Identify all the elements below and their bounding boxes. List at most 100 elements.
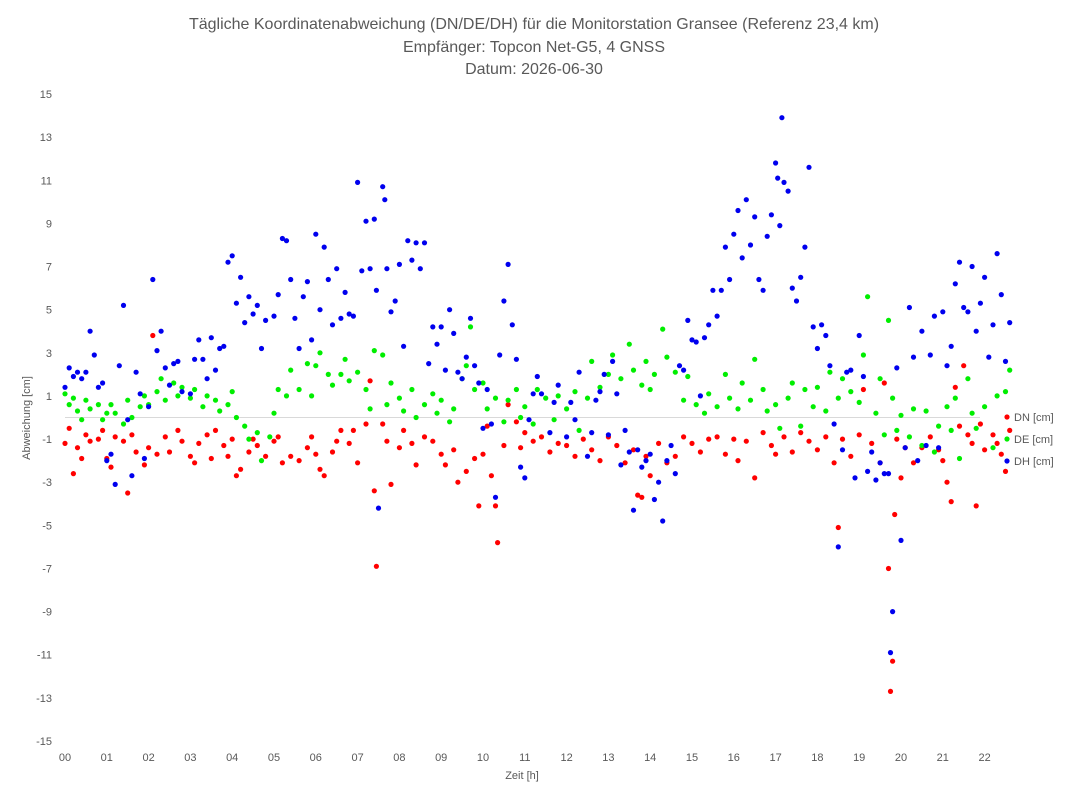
data-point-dh-cm bbox=[501, 298, 507, 304]
data-point-dn-cm bbox=[263, 453, 269, 459]
data-point-dn-cm bbox=[317, 466, 323, 472]
data-point-de-cm bbox=[513, 386, 520, 393]
data-point-dh-cm bbox=[108, 451, 114, 457]
series-de-cm bbox=[62, 294, 1013, 464]
data-point-de-cm bbox=[789, 380, 795, 386]
data-point-dh-cm bbox=[204, 376, 210, 382]
data-point-dn-cm bbox=[998, 451, 1004, 457]
data-point-dh-cm bbox=[513, 356, 520, 362]
data-point-de-cm bbox=[944, 404, 950, 410]
data-point-de-cm bbox=[873, 410, 879, 416]
data-point-dh-cm bbox=[382, 197, 388, 203]
data-point-dh-cm bbox=[693, 339, 699, 345]
data-point-dh-cm bbox=[890, 609, 896, 615]
data-point-dh-cm bbox=[250, 311, 256, 317]
data-point-de-cm bbox=[777, 425, 783, 431]
data-point-dn-cm bbox=[952, 384, 958, 390]
data-point-dn-cm bbox=[246, 449, 252, 455]
data-point-dh-cm bbox=[856, 332, 862, 339]
data-point-dh-cm bbox=[83, 369, 89, 375]
data-point-de-cm bbox=[233, 414, 239, 421]
data-point-de-cm bbox=[919, 442, 925, 449]
data-point-dn-cm bbox=[388, 481, 394, 487]
data-point-dh-cm bbox=[977, 300, 984, 306]
data-point-dh-cm bbox=[329, 322, 336, 328]
data-point-de-cm bbox=[100, 417, 106, 423]
data-point-dn-cm bbox=[860, 386, 867, 393]
series-dh-cm bbox=[62, 115, 1013, 656]
data-point-dn-cm bbox=[714, 434, 720, 440]
data-point-de-cm bbox=[66, 402, 72, 408]
data-point-dn-cm bbox=[484, 423, 490, 429]
data-point-dh-cm bbox=[647, 451, 653, 457]
data-point-de-cm bbox=[810, 404, 816, 410]
data-point-dn-cm bbox=[179, 438, 185, 444]
data-point-dh-cm bbox=[614, 391, 620, 397]
data-point-dn-cm bbox=[961, 363, 967, 369]
data-point-dn-cm bbox=[806, 438, 812, 444]
data-point-dn-cm bbox=[689, 440, 695, 446]
data-point-dh-cm bbox=[789, 285, 795, 291]
data-point-dn-cm bbox=[672, 453, 678, 459]
data-point-dn-cm bbox=[488, 473, 494, 479]
data-point-dn-cm bbox=[518, 445, 524, 451]
data-point-dh-cm bbox=[212, 367, 219, 373]
data-point-de-cm bbox=[572, 389, 578, 395]
data-point-dn-cm bbox=[982, 447, 988, 453]
data-point-dh-cm bbox=[831, 421, 837, 427]
data-point-de-cm bbox=[952, 395, 958, 401]
data-point-de-cm bbox=[158, 376, 164, 382]
data-point-dh-cm bbox=[952, 281, 958, 287]
y-tick-label: 3 bbox=[46, 348, 52, 360]
data-point-dn-cm bbox=[589, 447, 595, 453]
data-point-dn-cm bbox=[814, 447, 821, 453]
data-point-dn-cm bbox=[133, 449, 139, 455]
data-point-dh-cm bbox=[681, 367, 687, 373]
data-point-dn-cm bbox=[789, 449, 795, 455]
data-point-dn-cm bbox=[647, 473, 653, 479]
data-point-de-cm bbox=[555, 393, 561, 399]
data-point-de-cm bbox=[752, 356, 758, 362]
data-point-de-cm bbox=[910, 406, 917, 412]
data-point-dh-cm bbox=[346, 311, 352, 317]
data-point-dn-cm bbox=[296, 458, 302, 464]
data-point-dn-cm bbox=[396, 445, 402, 451]
data-point-de-cm bbox=[639, 382, 645, 388]
data-point-de-cm bbox=[706, 391, 712, 397]
data-point-dh-cm bbox=[417, 266, 423, 272]
chart-title: Tägliche Koordinatenabweichung (DN/DE/DH… bbox=[189, 16, 879, 78]
data-point-dh-cm bbox=[982, 274, 988, 280]
data-point-de-cm bbox=[346, 378, 352, 384]
data-point-dh-cm bbox=[969, 263, 975, 270]
x-tick-label: 15 bbox=[686, 752, 698, 764]
data-point-dh-cm bbox=[848, 367, 854, 373]
data-point-dn-cm bbox=[892, 511, 898, 518]
data-point-dn-cm bbox=[112, 434, 118, 440]
data-point-dn-cm bbox=[87, 438, 93, 444]
data-point-dn-cm bbox=[175, 427, 181, 433]
data-point-dh-cm bbox=[873, 477, 879, 483]
y-tick-label: 7 bbox=[46, 262, 52, 274]
data-point-dn-cm bbox=[839, 436, 846, 442]
data-point-dh-cm bbox=[626, 449, 632, 455]
data-point-de-cm bbox=[626, 341, 632, 347]
data-point-de-cm bbox=[722, 371, 729, 377]
data-point-dn-cm bbox=[564, 442, 570, 449]
data-point-de-cm bbox=[618, 376, 624, 382]
data-point-de-cm bbox=[254, 430, 260, 436]
data-point-dh-cm bbox=[229, 253, 235, 259]
data-point-dh-cm bbox=[697, 393, 704, 399]
data-point-dh-cm bbox=[998, 292, 1004, 298]
data-point-dh-cm bbox=[208, 335, 214, 341]
data-point-dn-cm bbox=[881, 380, 887, 386]
data-point-dh-cm bbox=[321, 244, 327, 250]
data-point-dh-cm bbox=[898, 537, 904, 544]
data-point-dh-cm bbox=[676, 363, 683, 369]
data-point-dh-cm bbox=[990, 322, 996, 328]
data-point-de-cm bbox=[204, 393, 210, 399]
data-point-dh-cm bbox=[701, 335, 708, 341]
data-point-de-cm bbox=[885, 317, 892, 323]
data-point-dn-cm bbox=[129, 432, 135, 438]
data-point-dh-cm bbox=[936, 445, 942, 451]
data-point-dn-cm bbox=[329, 449, 336, 455]
